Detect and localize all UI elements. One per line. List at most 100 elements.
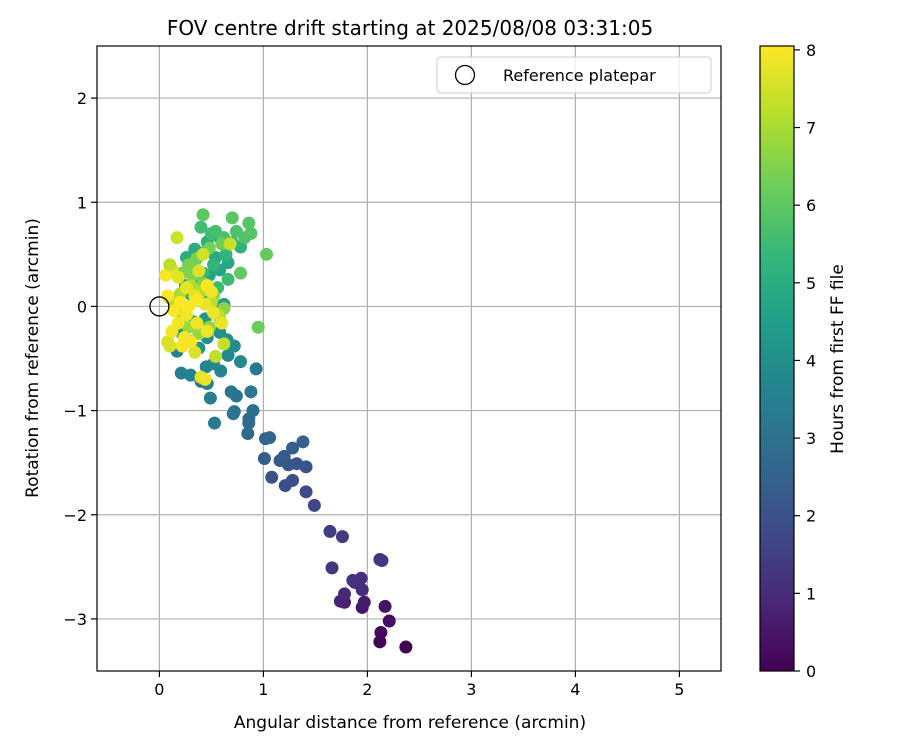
x-tick-label: 2	[362, 680, 372, 699]
scatter-point	[221, 272, 235, 286]
scatter-point	[208, 416, 222, 430]
scatter-point	[378, 599, 392, 613]
scatter-point	[325, 561, 339, 575]
scatter-point	[335, 530, 349, 544]
scatter-point	[260, 247, 274, 261]
x-tick-label: 1	[258, 680, 268, 699]
scatter-point	[206, 258, 220, 272]
scatter-points	[159, 208, 413, 654]
colorbar-tick-label: 7	[806, 119, 816, 138]
grid	[97, 46, 721, 671]
colorbar-frame	[759, 45, 795, 672]
y-axis-ticks: −3 −2 −1 0 1 2	[63, 89, 97, 629]
scatter-point	[234, 266, 248, 280]
scatter-point	[299, 485, 313, 499]
x-axis-ticks: 0 1 2 3 4 5	[154, 671, 684, 699]
colorbar-tick-label: 3	[806, 429, 816, 448]
x-tick-label: 0	[154, 680, 164, 699]
reference-platepar-point	[149, 296, 170, 317]
y-tick-label: 2	[77, 89, 87, 108]
colorbar-tick-label: 8	[806, 41, 816, 60]
scatter-point	[215, 316, 229, 330]
scatter-point	[198, 372, 212, 386]
scatter-point	[357, 595, 371, 609]
scatter-point	[249, 362, 263, 376]
chart-title: FOV centre drift starting at 2025/08/08 …	[167, 16, 653, 40]
scatter-point	[206, 306, 220, 320]
scatter-point	[204, 285, 218, 299]
scatter-point	[171, 270, 185, 284]
colorbar-ticks: 0 1 2 3 4 5 6 7 8	[794, 41, 816, 681]
scatter-point	[375, 554, 389, 568]
scatter-point	[286, 441, 300, 455]
colorbar-tick-label: 2	[806, 507, 816, 526]
y-tick-label: −1	[63, 402, 87, 421]
plot-frame	[96, 45, 722, 672]
scatter-point	[190, 293, 204, 307]
scatter-point	[241, 427, 255, 440]
colorbar-tick-label: 4	[806, 351, 816, 370]
colorbar: 0 1 2 3 4 5 6 7 8 Hours from first FF file	[759, 41, 848, 681]
scatter-point	[286, 473, 300, 487]
y-tick-label: 1	[77, 193, 87, 212]
scatter-point	[346, 573, 360, 587]
scatter-point	[179, 281, 193, 295]
colorbar-tick-label: 6	[806, 196, 816, 215]
y-tick-label: −3	[63, 610, 87, 629]
scatter-point	[382, 614, 396, 628]
scatter-point	[263, 431, 277, 445]
scatter-point	[175, 339, 189, 353]
colorbar-tick-label: 1	[806, 584, 816, 603]
scatter-point	[244, 227, 258, 240]
colorbar-tick-label: 5	[806, 274, 816, 293]
scatter-point	[234, 355, 248, 369]
scatter-point	[159, 268, 173, 282]
scatter-point	[251, 320, 265, 334]
scatter-point	[163, 339, 177, 353]
scatter-point	[184, 368, 198, 382]
legend-label: Reference platepar	[503, 66, 656, 85]
y-axis-label: Rotation from reference (arcmin)	[23, 218, 43, 498]
scatter-point	[374, 625, 388, 639]
scatter-point	[323, 524, 337, 538]
scatter-point	[200, 324, 214, 338]
colorbar-label: Hours from first FF file	[828, 264, 848, 454]
scatter-point	[194, 220, 208, 234]
scatter-point	[170, 231, 184, 245]
scatter-point	[257, 452, 271, 465]
scatter-point	[246, 404, 260, 418]
scatter-point	[209, 349, 223, 363]
scatter-point	[296, 435, 310, 449]
legend-reference-marker	[454, 64, 476, 86]
scatter-point	[223, 237, 237, 251]
scatter-point	[196, 247, 210, 261]
scatter-point	[203, 391, 217, 405]
scatter-point	[265, 470, 279, 484]
scatter-point	[373, 635, 387, 649]
scatter-point	[188, 345, 202, 359]
scatter-point	[307, 498, 321, 512]
scatter-point	[190, 316, 204, 330]
legend-box	[436, 56, 712, 94]
scatter-point	[165, 324, 179, 338]
scatter-point	[163, 258, 177, 272]
y-tick-label: 0	[77, 297, 87, 316]
scatter-point	[224, 385, 238, 399]
scatter-point	[219, 247, 233, 261]
scatter-point	[161, 289, 175, 303]
reference-marker	[149, 296, 170, 317]
scatter-point	[226, 407, 240, 421]
colorbar-tick-label: 0	[806, 662, 816, 681]
x-tick-label: 3	[466, 680, 476, 699]
scatter-point	[244, 385, 258, 399]
colorbar-gradient	[760, 46, 794, 671]
x-tick-label: 4	[570, 680, 580, 699]
x-tick-label: 5	[674, 680, 684, 699]
scatter-point	[217, 337, 231, 351]
scatter-point	[196, 208, 210, 222]
scatter-point	[225, 211, 239, 225]
legend: Reference platepar	[436, 56, 712, 94]
scatter-point	[221, 348, 235, 362]
y-tick-label: −2	[63, 506, 87, 525]
